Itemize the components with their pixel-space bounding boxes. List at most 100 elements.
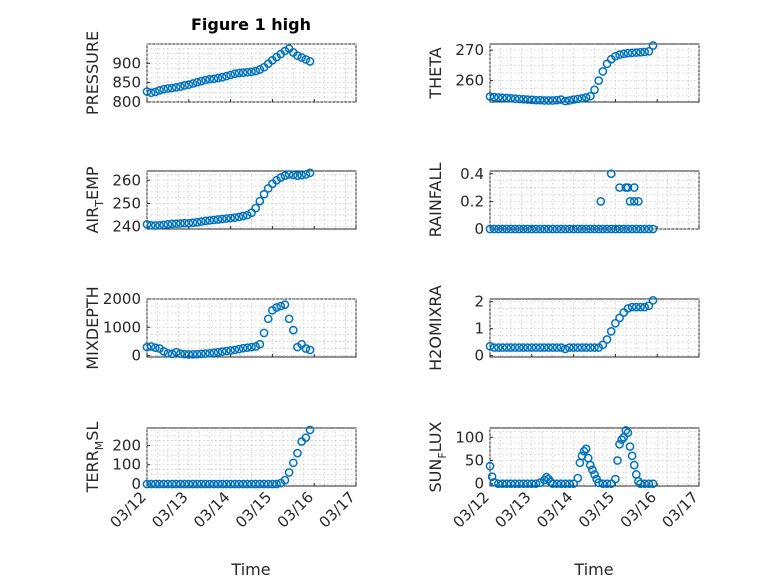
data-point [631, 48, 641, 57]
data-point [565, 343, 574, 352]
data-point [213, 347, 223, 357]
data-point [263, 479, 273, 489]
data-point [192, 77, 202, 87]
data-point [636, 479, 645, 489]
data-point [489, 477, 499, 487]
data-point [498, 93, 507, 103]
y-axis-label: MIXDEPTH [83, 286, 102, 369]
data-point [606, 327, 616, 336]
data-point [552, 95, 562, 105]
data-point [602, 224, 612, 234]
y-tick-label: 50 [465, 451, 484, 469]
data-point [506, 343, 516, 352]
data-point [548, 343, 558, 352]
data-point [506, 224, 516, 234]
data-point [142, 220, 152, 229]
data-point [531, 95, 541, 105]
data-point [301, 55, 311, 64]
data-point [594, 478, 604, 488]
y-tick-label: 850 [112, 74, 141, 92]
data-point [539, 96, 549, 105]
data-point [242, 479, 252, 489]
data-point [196, 349, 206, 359]
data-point [648, 479, 658, 489]
y-axis-label: SUNFLUX [426, 421, 449, 492]
y-tick-label: 2 [474, 293, 484, 311]
data-point [611, 51, 620, 61]
data-point [560, 224, 570, 234]
y-axis-label: PRESSURE [83, 31, 102, 115]
data-point [514, 479, 524, 489]
data-point [598, 340, 608, 350]
data-point [151, 87, 160, 97]
data-point [213, 479, 223, 489]
y-tick-label: 260 [455, 72, 484, 90]
data-point [523, 224, 532, 234]
data-point [631, 224, 641, 234]
data-point [585, 343, 595, 352]
data-point [305, 168, 315, 178]
data-point [293, 171, 302, 180]
data-point [560, 96, 570, 106]
y-tick-label: 270 [455, 41, 484, 59]
data-point [230, 69, 240, 79]
y-axis-label: TERRMSL [83, 422, 106, 494]
data-point [280, 46, 290, 56]
data-point [644, 301, 654, 311]
y-tick-label: 100 [455, 428, 484, 446]
data-point [205, 348, 215, 358]
data-point [565, 224, 574, 234]
data-point [167, 83, 177, 93]
y-tick-label: 0.4 [460, 165, 484, 183]
data-point [527, 479, 537, 489]
data-point [494, 224, 503, 234]
data-point [171, 219, 181, 229]
data-point [560, 344, 570, 354]
data-point [247, 67, 256, 77]
data-point [230, 213, 240, 222]
data-point [577, 343, 587, 352]
data-point [627, 451, 637, 461]
data-point [644, 46, 654, 56]
data-point [293, 448, 302, 458]
data-point [167, 479, 177, 489]
data-point [142, 342, 152, 352]
data-point [502, 479, 512, 489]
data-point [201, 349, 210, 358]
y-tick-label: 900 [112, 54, 141, 72]
data-point [242, 343, 252, 353]
data-point [255, 479, 265, 489]
y-tick-label: 0 [474, 475, 484, 493]
data-point [573, 224, 583, 234]
data-point [226, 479, 235, 489]
data-point [552, 479, 562, 489]
data-point [510, 343, 520, 352]
data-point [280, 300, 290, 310]
data-point [209, 74, 219, 84]
data-point [293, 51, 302, 60]
data-point [217, 479, 227, 489]
data-point [188, 349, 198, 359]
data-point [205, 479, 215, 489]
data-point [636, 47, 645, 57]
data-point [523, 343, 532, 352]
data-point [201, 479, 210, 489]
data-point [297, 170, 307, 180]
data-point [615, 183, 624, 192]
data-point [617, 435, 627, 444]
data-point [585, 91, 595, 101]
data-point [301, 344, 311, 353]
data-point [523, 479, 532, 489]
data-point [192, 349, 202, 359]
data-point [498, 224, 507, 234]
data-point [155, 220, 164, 230]
data-point [234, 479, 244, 489]
data-point [213, 215, 223, 224]
data-point [552, 343, 562, 352]
data-point [222, 214, 231, 223]
x-axis-label-left: Time [230, 560, 270, 579]
data-point [510, 224, 520, 234]
data-point [176, 82, 185, 91]
data-point [251, 479, 261, 489]
data-point [284, 468, 294, 477]
